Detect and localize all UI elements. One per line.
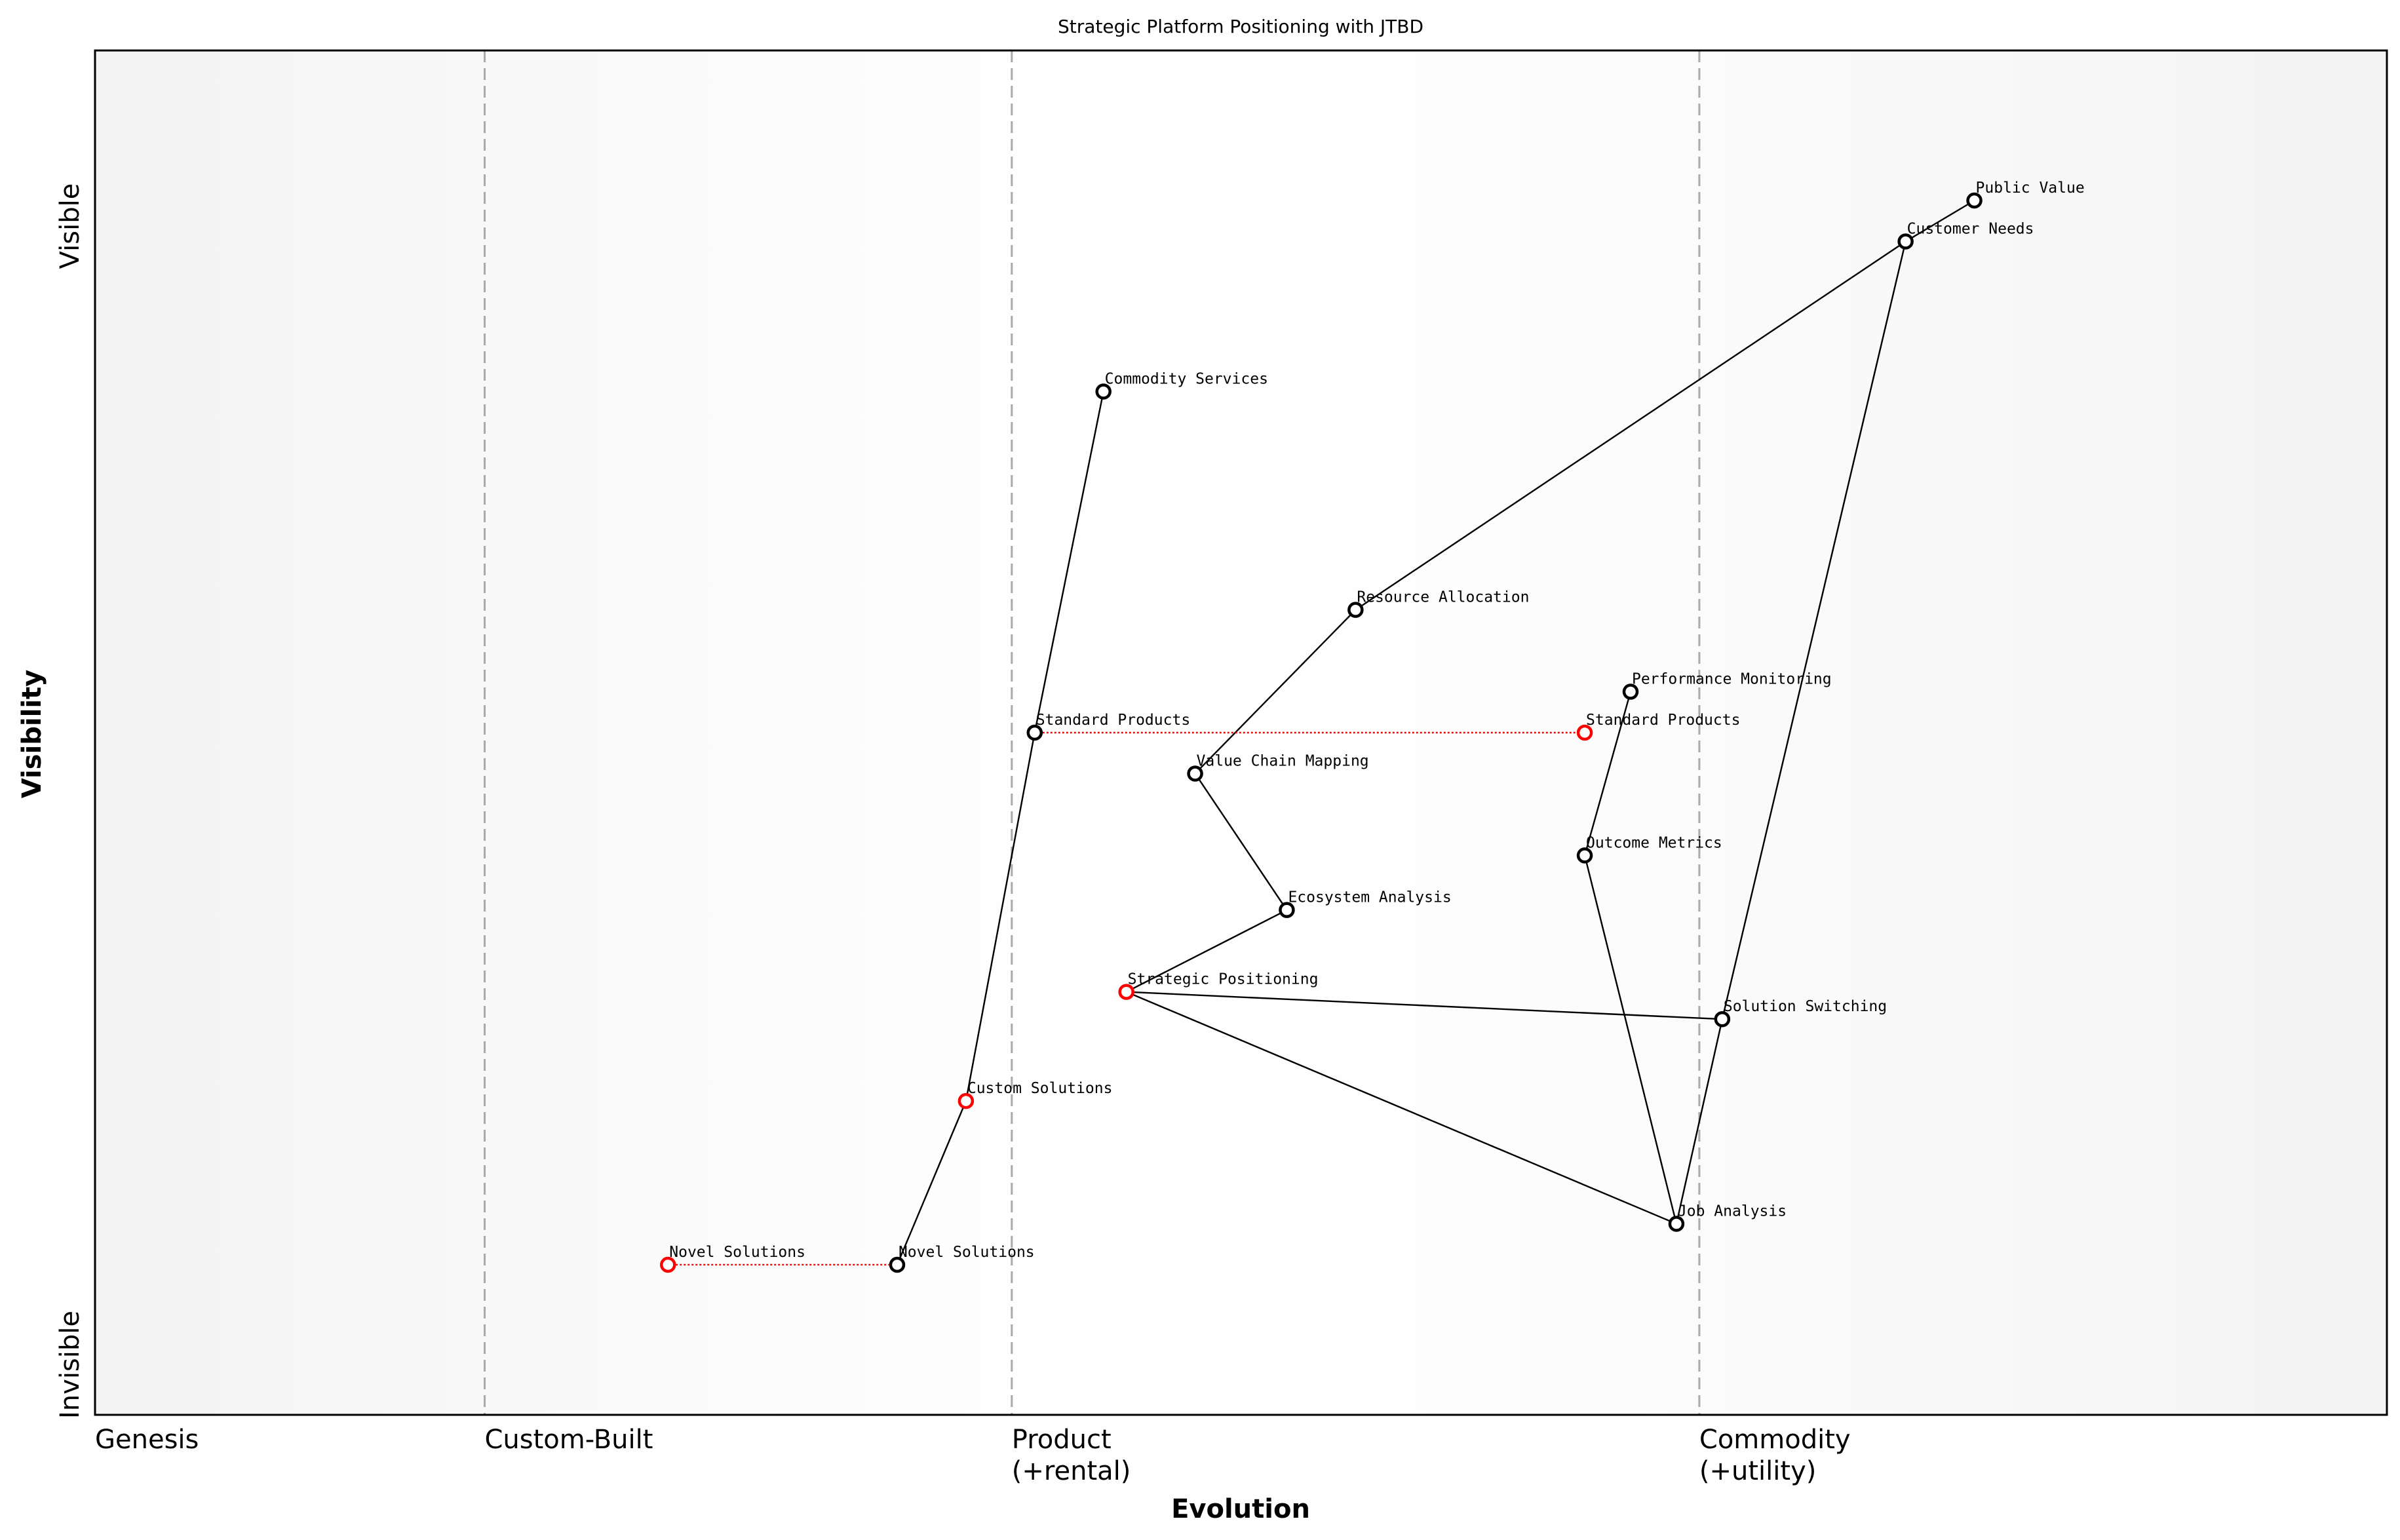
component-marker: [1347, 602, 1364, 618]
dependency-link: [1355, 241, 1906, 611]
component-marker: [1897, 233, 1914, 250]
component-label: Standard Products: [1586, 712, 1740, 729]
dependency-link: [1126, 991, 1722, 1020]
component-label: Value Chain Mapping: [1197, 752, 1369, 769]
stage-label: Product (+rental): [1012, 1425, 1131, 1486]
component-label: Commodity Services: [1105, 371, 1268, 388]
plot-frame: [94, 49, 2388, 1416]
component-marker: [1095, 383, 1112, 400]
component-node: Customer Needs: [1897, 220, 2034, 250]
component-marker: [1576, 724, 1593, 741]
dependency-link: [1034, 391, 1104, 733]
component-label: Novel Solutions: [899, 1244, 1035, 1261]
dependency-link: [1721, 241, 1906, 1020]
component-node: Ecosystem Analysis: [1279, 889, 1452, 918]
component-label: Performance Monitoring: [1632, 671, 1832, 688]
component-marker: [1668, 1216, 1685, 1232]
component-marker: [1279, 902, 1295, 918]
dependency-link: [1675, 1018, 1724, 1224]
dependency-link: [1583, 855, 1678, 1224]
component-marker: [1622, 683, 1639, 700]
component-label: Ecosystem Analysis: [1288, 889, 1451, 906]
component-label: Outcome Metrics: [1586, 834, 1722, 851]
component-label: Job Analysis: [1678, 1203, 1787, 1220]
dependency-link: [1194, 773, 1288, 911]
component-label: Custom Solutions: [967, 1080, 1113, 1097]
component-marker: [1187, 765, 1203, 782]
component-marker: [1576, 847, 1593, 864]
component-label: Strategic Positioning: [1128, 971, 1319, 988]
dependency-link: [1126, 909, 1287, 993]
component-node: Strategic Positioning: [1118, 971, 1319, 1000]
component-label: Novel Solutions: [669, 1244, 805, 1261]
component-marker: [1966, 192, 1983, 209]
component-node: Performance Monitoring: [1622, 671, 1832, 700]
dependency-link: [896, 1100, 967, 1265]
component-marker: [1026, 724, 1043, 741]
component-marker: [1714, 1011, 1731, 1028]
component-node: Job Analysis: [1668, 1203, 1787, 1232]
component-label: Solution Switching: [1724, 998, 1887, 1015]
component-node: Custom Solutions: [958, 1080, 1113, 1109]
component-marker: [958, 1092, 975, 1109]
component-node: Novel Solutions: [889, 1244, 1035, 1273]
component-node: Novel Solutions: [660, 1244, 805, 1273]
dependency-link: [1194, 609, 1357, 775]
component-label: Standard Products: [1036, 712, 1190, 729]
component-node: Commodity Services: [1095, 371, 1268, 400]
dependency-link: [1126, 991, 1677, 1225]
x-axis-label: Evolution: [1171, 1494, 1310, 1524]
component-label: Resource Allocation: [1357, 589, 1529, 606]
component-node: Public Value: [1966, 180, 2085, 209]
component-marker: [1118, 984, 1134, 1000]
component-marker: [889, 1256, 906, 1273]
y-tick-invisible: Invisible: [55, 1311, 85, 1419]
y-axis-label: Visibility: [17, 670, 47, 798]
dependency-link: [1905, 199, 1975, 242]
y-tick-visible: Visible: [55, 183, 85, 269]
chart-title: Strategic Platform Positioning with JTBD: [1058, 16, 1423, 37]
component-node: Standard Products: [1576, 712, 1740, 741]
component-node: Solution Switching: [1714, 998, 1887, 1028]
stage-label: Genesis: [95, 1425, 199, 1455]
stage-label: Commodity (+utility): [1699, 1425, 1851, 1486]
component-label: Customer Needs: [1907, 220, 2034, 237]
component-marker: [660, 1256, 676, 1273]
component-node: Resource Allocation: [1347, 589, 1529, 618]
component-label: Public Value: [1976, 180, 2085, 197]
dependency-link: [965, 732, 1035, 1102]
stage-label: Custom-Built: [484, 1425, 653, 1455]
dependency-link: [1583, 691, 1632, 856]
component-node: Outcome Metrics: [1576, 834, 1722, 864]
component-node: Standard Products: [1026, 712, 1190, 741]
component-node: Value Chain Mapping: [1187, 752, 1369, 782]
